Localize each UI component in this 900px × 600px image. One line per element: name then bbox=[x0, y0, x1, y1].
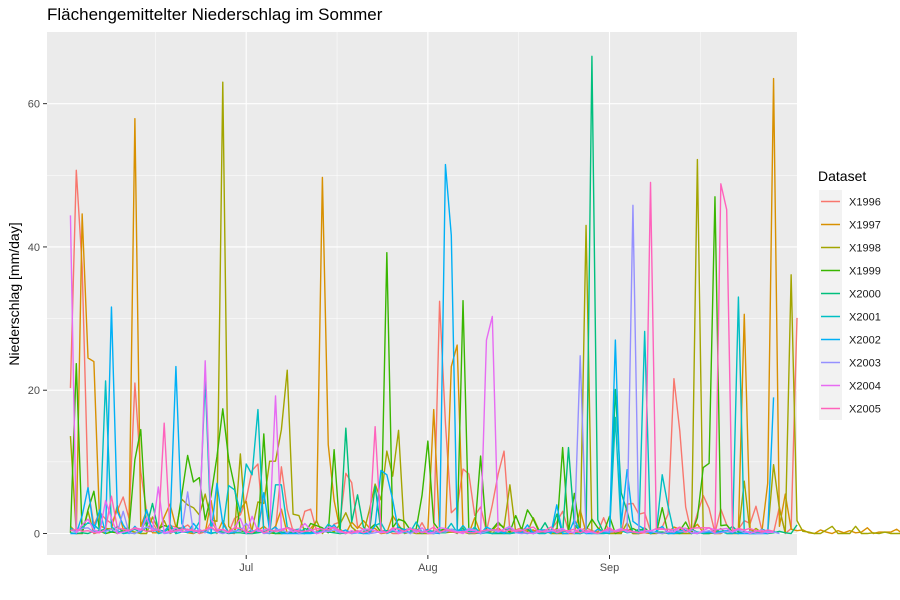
legend-item-x1997: X1997 bbox=[819, 213, 881, 236]
series-line-x2005 bbox=[70, 181, 774, 535]
plot-panel bbox=[47, 32, 797, 555]
x-tick-label: Aug bbox=[418, 562, 438, 574]
legend-label: X2003 bbox=[849, 358, 881, 370]
major-gridlines bbox=[47, 32, 797, 555]
y-axis-title: Niederschlag [mm/day] bbox=[6, 222, 22, 365]
legend-label: X1997 bbox=[849, 220, 881, 232]
legend-item-x2003: X2003 bbox=[819, 351, 881, 374]
legend-label: X2004 bbox=[849, 381, 881, 393]
y-tick-label: 0 bbox=[34, 529, 40, 541]
minor-gridlines bbox=[47, 32, 797, 555]
legend-label: X1996 bbox=[849, 197, 881, 209]
legend-title: Dataset bbox=[818, 168, 866, 184]
legend-label: X2005 bbox=[849, 404, 881, 416]
legend-item-x2002: X2002 bbox=[819, 328, 881, 351]
legend-item-x1999: X1999 bbox=[819, 259, 881, 282]
x-tick-label: Jul bbox=[239, 562, 253, 574]
x-axis: Jul Aug Sep bbox=[239, 555, 619, 574]
chart-title: Flächengemittelter Niederschlag im Somme… bbox=[47, 5, 383, 24]
legend-item-x1998: X1998 bbox=[819, 236, 881, 259]
y-tick-label: 20 bbox=[28, 385, 40, 397]
legend-item-x2004: X2004 bbox=[819, 374, 881, 397]
legend-item-x2001: X2001 bbox=[819, 305, 881, 328]
legend-label: X2001 bbox=[849, 312, 881, 324]
legend-item-x1996: X1996 bbox=[819, 190, 881, 213]
legend-item-x2005: X2005 bbox=[819, 397, 881, 420]
legend-item-x2000: X2000 bbox=[819, 282, 881, 305]
x-tick-label: Sep bbox=[600, 562, 620, 574]
y-tick-label: 40 bbox=[28, 242, 40, 254]
legend-label: X1999 bbox=[849, 266, 881, 278]
y-axis: 0 20 40 60 bbox=[28, 99, 47, 541]
legend-label: X1998 bbox=[849, 243, 881, 255]
series-lines bbox=[69, 55, 900, 535]
legend-label: X2002 bbox=[849, 335, 881, 347]
legend: Dataset X1996 X1997 X1998 X1999 X2000 X2001 X2… bbox=[818, 168, 881, 420]
y-tick-label: 60 bbox=[28, 99, 40, 111]
legend-label: X2000 bbox=[849, 289, 881, 301]
